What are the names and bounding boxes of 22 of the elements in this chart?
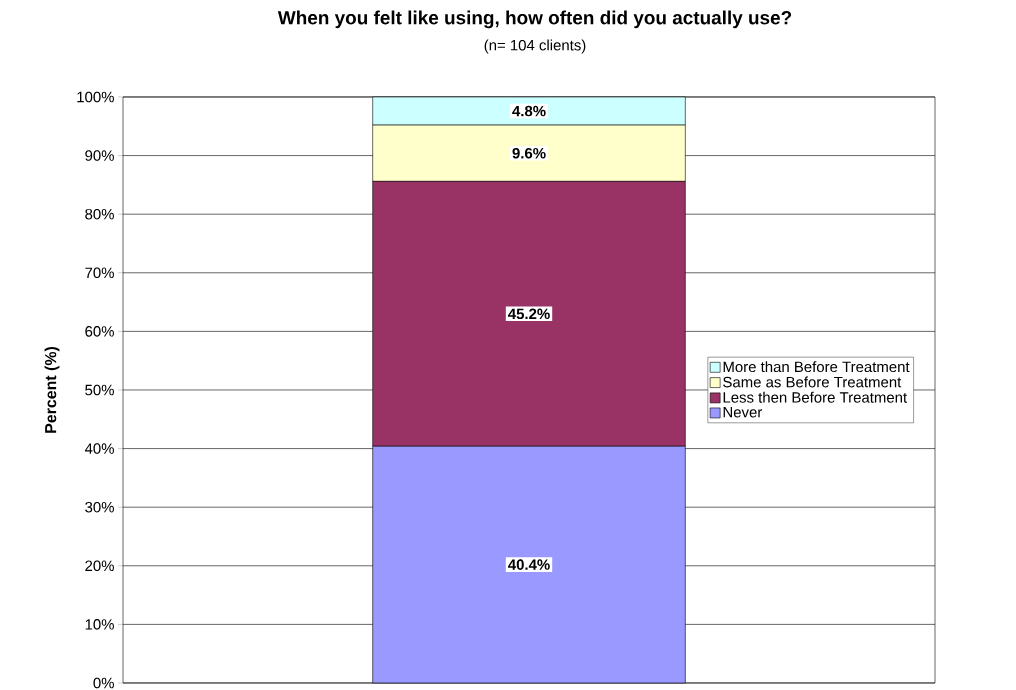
y-tick-label: 90% [85, 150, 114, 161]
y-tick-label: 40% [84, 443, 114, 454]
y-tick-label: 100% [77, 91, 114, 103]
legend-label: More than Before Treatment [723, 361, 910, 373]
y-tick-label: 30% [85, 501, 114, 513]
data-label: 9.6% [512, 147, 546, 159]
y-tick-label: 70% [85, 267, 114, 279]
data-label: 40.4% [508, 559, 550, 570]
y-axis-title: Percent (%) [44, 346, 60, 433]
legend-label: Never [723, 407, 763, 418]
y-tick-label: 20% [85, 560, 114, 572]
data-label: 4.8% [512, 105, 546, 117]
y-tick-label: 10% [85, 619, 114, 630]
y-tick-label: 80% [85, 208, 114, 220]
legend-label: Less then Before Treatment [723, 391, 908, 403]
y-tick-label: 60% [85, 326, 114, 337]
y-tick-label: 0% [93, 677, 114, 689]
y-tick-label: 50% [85, 384, 114, 396]
chart-title: When you felt like using, how often did you actually use? [277, 10, 792, 29]
data-label: 45.2% [508, 308, 550, 320]
chart-subtitle: (n= 104 clients) [484, 39, 586, 54]
legend-label: Same as Before Treatment [723, 376, 902, 388]
